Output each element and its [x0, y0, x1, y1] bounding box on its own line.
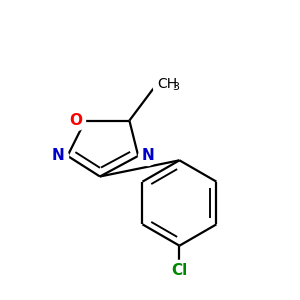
Text: O: O — [69, 113, 82, 128]
Text: CH: CH — [158, 77, 178, 91]
Text: 3: 3 — [172, 82, 179, 92]
Text: N: N — [141, 148, 154, 164]
Text: Cl: Cl — [171, 263, 188, 278]
Text: N: N — [52, 148, 64, 164]
